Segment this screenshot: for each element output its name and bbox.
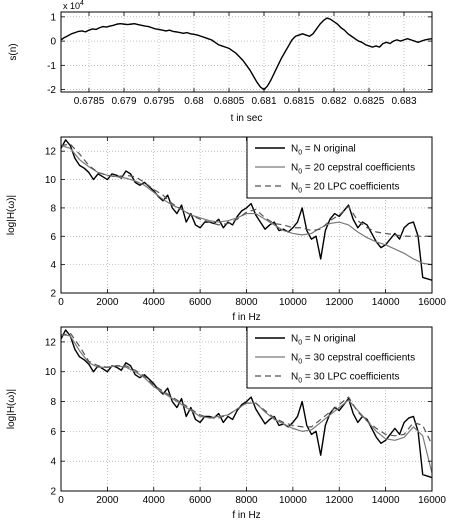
x-tick-label: 0.683 xyxy=(391,96,416,107)
chart-2: 0 2000 4000 6000 8000 10000 12000 14000 16000 2 4 6… xyxy=(6,136,446,323)
legend-box xyxy=(246,136,433,199)
series-line-3 xyxy=(61,143,432,237)
y-tick-label: 6 xyxy=(50,232,56,243)
x-tick-label: 4000 xyxy=(143,297,166,308)
y-tick-label: 2 xyxy=(50,487,56,498)
x-tick-label: 0 xyxy=(58,297,64,308)
y-axis-label: log|H(ω)| xyxy=(6,195,17,235)
y-tick-label: 1 xyxy=(50,12,56,23)
y-tick-label: 4 xyxy=(50,457,56,468)
x-tick-label: 0.681 xyxy=(251,96,276,107)
x-tick-label: 8000 xyxy=(235,297,258,308)
x-tick-label: 0.6805 xyxy=(214,96,245,107)
legend-label: N0 = 30 LPC coefficients xyxy=(291,372,400,385)
x-tick-label: 12000 xyxy=(325,297,353,308)
x-tick-label: 14000 xyxy=(372,297,400,308)
x-axis-label: t in sec xyxy=(231,113,263,124)
x-tick-label: 12000 xyxy=(325,495,353,506)
series-line-1 xyxy=(61,17,432,91)
y-tick-label: 2 xyxy=(50,289,56,300)
x-tick-label: 2000 xyxy=(96,495,119,506)
y-tick-label: 8 xyxy=(50,397,56,408)
y-tick-label: 10 xyxy=(45,175,57,186)
x-tick-label: 16000 xyxy=(418,495,446,506)
legend-label: N0 = N original xyxy=(291,334,356,347)
y-tick-label: -2 xyxy=(47,85,56,96)
x-tick-label: 16000 xyxy=(418,297,446,308)
legend-label: N0 = 20 cepstral coefficients xyxy=(291,163,415,176)
x-tick-label: 2000 xyxy=(96,297,119,308)
x-tick-label: 0.6795 xyxy=(144,96,175,107)
y-axis-label: log|H(ω)| xyxy=(6,389,17,429)
series-line-1 xyxy=(61,329,432,479)
x-axis-label: f in Hz xyxy=(232,510,260,521)
y-tick-label: 4 xyxy=(50,260,56,271)
y-tick-label: 10 xyxy=(45,367,57,378)
x-tick-label: 0.679 xyxy=(111,96,136,107)
x-tick-label: 14000 xyxy=(372,495,400,506)
y-tick-label: 0 xyxy=(50,37,56,48)
y-tick-label: 12 xyxy=(45,147,57,158)
legend: N0 = N original N0 = 30 cepstral coeffici… xyxy=(246,326,433,389)
legend-label: N0 = 30 cepstral coefficients xyxy=(291,353,415,366)
x-tick-label: 0.6815 xyxy=(284,96,315,107)
x-tick-label: 6000 xyxy=(189,495,212,506)
y-tick-label: 6 xyxy=(50,427,56,438)
y-exponent-label: x 104 xyxy=(63,0,84,11)
series-line-2 xyxy=(61,144,432,266)
x-tick-label: 10000 xyxy=(279,495,307,506)
chart-1: 0.6785 0.679 0.6795 0.68 0.6805 0.681 0.6815 0.… xyxy=(8,0,433,124)
x-tick-label: 6000 xyxy=(189,297,212,308)
x-axis-label: f in Hz xyxy=(232,312,260,323)
y-axis-label: s(n) xyxy=(8,43,19,60)
x-tick-label: 0.6785 xyxy=(74,96,105,107)
y-tick-label: -1 xyxy=(47,61,56,72)
legend-label: N0 = 20 LPC coefficients xyxy=(291,182,400,195)
x-tick-label: 0 xyxy=(58,495,64,506)
chart-3: 0 2000 4000 6000 8000 10000 12000 14000 16000 2 4 6… xyxy=(6,326,446,521)
x-tick-label: 8000 xyxy=(235,495,258,506)
x-tick-label: 4000 xyxy=(143,495,166,506)
x-tick-label: 10000 xyxy=(279,297,307,308)
x-tick-label: 0.682 xyxy=(321,96,346,107)
x-tick-label: 0.6825 xyxy=(354,96,385,107)
plot-frame xyxy=(60,11,433,93)
y-tick-label: 8 xyxy=(50,203,56,214)
y-tick-label: 12 xyxy=(45,337,57,348)
legend-label: N0 = N original xyxy=(291,144,356,157)
series-line-3 xyxy=(61,332,432,446)
legend: N0 = N original N0 = 20 cepstral coeffici… xyxy=(246,136,433,199)
x-tick-label: 0.68 xyxy=(184,96,204,107)
